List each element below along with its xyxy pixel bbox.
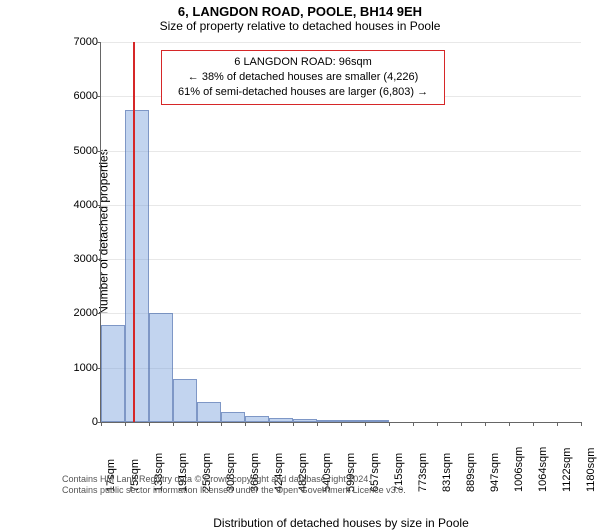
x-tick-mark xyxy=(413,422,414,426)
y-tick-label: 7000 xyxy=(74,36,98,48)
grid-line xyxy=(101,313,581,314)
x-tick-mark xyxy=(173,422,174,426)
x-tick-mark xyxy=(557,422,558,426)
x-tick-mark xyxy=(365,422,366,426)
histogram-bar xyxy=(245,416,269,422)
y-tick-mark xyxy=(97,96,101,97)
x-tick-mark xyxy=(293,422,294,426)
annotation-line-3: 61% of semi-detached houses are larger (… xyxy=(178,85,428,100)
chart-subtitle: Size of property relative to detached ho… xyxy=(0,19,600,35)
chart-title: 6, LANGDON ROAD, POOLE, BH14 9EH xyxy=(0,0,600,19)
x-tick-label: 889sqm xyxy=(465,453,477,492)
grid-line xyxy=(101,259,581,260)
y-tick-label: 6000 xyxy=(74,90,98,102)
grid-line xyxy=(101,151,581,152)
x-tick-mark xyxy=(149,422,150,426)
annotation-box: 6 LANGDON ROAD: 96sqm ← 38% of detached … xyxy=(161,50,445,105)
y-tick-label: 3000 xyxy=(74,253,98,265)
x-tick-mark xyxy=(581,422,582,426)
x-tick-mark xyxy=(509,422,510,426)
histogram-bar xyxy=(365,420,389,422)
x-tick-mark xyxy=(317,422,318,426)
histogram-bar xyxy=(197,402,221,422)
x-tick-label: 1064sqm xyxy=(537,447,549,492)
y-tick-mark xyxy=(97,42,101,43)
x-tick-mark xyxy=(125,422,126,426)
x-tick-mark xyxy=(245,422,246,426)
x-tick-label: 947sqm xyxy=(489,453,501,492)
chart-area: Number of detached properties 0100020003… xyxy=(60,42,580,422)
y-tick-label: 1000 xyxy=(74,362,98,374)
y-tick-mark xyxy=(97,205,101,206)
histogram-bar xyxy=(221,412,245,422)
x-tick-mark xyxy=(341,422,342,426)
x-tick-label: 1180sqm xyxy=(585,448,597,492)
y-tick-label: 5000 xyxy=(74,145,98,157)
x-tick-mark xyxy=(437,422,438,426)
histogram-bar xyxy=(173,379,197,422)
grid-line xyxy=(101,205,581,206)
annotation-line-1: 6 LANGDON ROAD: 96sqm xyxy=(178,55,428,70)
grid-line xyxy=(101,42,581,43)
x-tick-label: 1122sqm xyxy=(561,448,573,492)
x-tick-mark xyxy=(269,422,270,426)
histogram-bar xyxy=(341,420,365,422)
x-tick-label: 773sqm xyxy=(417,453,429,492)
x-tick-mark xyxy=(389,422,390,426)
y-axis: 01000200030004000500060007000 xyxy=(60,42,100,422)
y-tick-mark xyxy=(97,313,101,314)
y-tick-mark xyxy=(97,151,101,152)
grid-line xyxy=(101,368,581,369)
x-tick-mark xyxy=(221,422,222,426)
x-tick-mark xyxy=(461,422,462,426)
y-tick-label: 2000 xyxy=(74,307,98,319)
footer-line-1: Contains HM Land Registry data © Crown c… xyxy=(62,474,406,486)
footer-line-2: Contains public sector information licen… xyxy=(62,485,406,497)
histogram-bar xyxy=(101,325,125,422)
y-tick-label: 4000 xyxy=(74,199,98,211)
histogram-bar xyxy=(149,313,173,422)
x-axis-label: Distribution of detached houses by size … xyxy=(213,516,469,530)
x-tick-mark xyxy=(533,422,534,426)
histogram-bar xyxy=(269,418,293,422)
y-tick-mark xyxy=(97,259,101,260)
histogram-bar xyxy=(317,420,341,422)
x-tick-mark xyxy=(101,422,102,426)
histogram-bar xyxy=(125,110,149,422)
x-tick-label: 831sqm xyxy=(441,453,453,492)
marker-line xyxy=(133,42,135,422)
annotation-line-2: ← 38% of detached houses are smaller (4,… xyxy=(178,70,428,85)
x-tick-label: 1006sqm xyxy=(513,447,525,492)
x-tick-mark xyxy=(485,422,486,426)
plot-region: 6 LANGDON ROAD: 96sqm ← 38% of detached … xyxy=(100,42,581,423)
x-tick-mark xyxy=(197,422,198,426)
histogram-bar xyxy=(293,419,317,422)
footer-credits: Contains HM Land Registry data © Crown c… xyxy=(62,474,406,497)
